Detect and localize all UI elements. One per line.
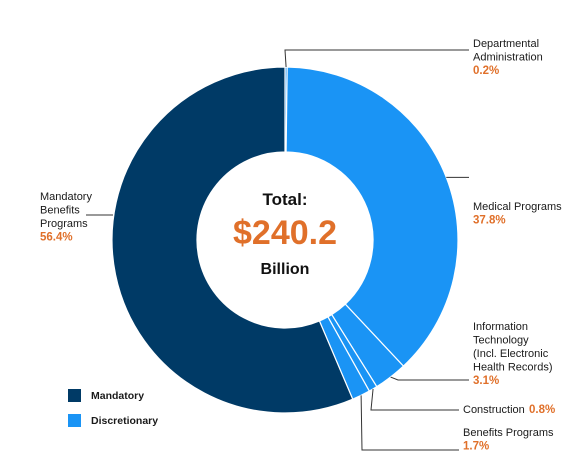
leader-lines [86, 49, 469, 451]
slice-label-information-technology-incl-electronic-health-records: Information Technology (Incl. Electronic He… [473, 321, 552, 374]
slice-mandatory-benefits-programs [111, 66, 354, 414]
slice-label-medical-programs: Medical Programs [473, 201, 562, 213]
center-total-label: Total: [262, 190, 307, 209]
slice-percent-mandatory-benefits-programs: 56.4% [40, 232, 73, 244]
center-total-value: $240.2 [233, 214, 337, 252]
donut-slices [111, 66, 459, 414]
leader-line-departmental-administration [284, 49, 469, 68]
slice-label-construction: Construction [463, 404, 525, 416]
leader-line-construction [370, 388, 459, 411]
slice-percent-construction: 0.8% [529, 404, 555, 416]
slice-percent-information-technology-incl-electronic-health-records: 3.1% [473, 375, 499, 387]
center-total-unit: Billion [261, 261, 310, 278]
legend-label-discretionary: Discretionary [91, 415, 158, 427]
slice-percent-departmental-administration: 0.2% [473, 65, 499, 77]
legend-swatch-mandatory [68, 389, 81, 402]
slice-label-benefits-programs: Benefits Programs [463, 427, 554, 439]
leader-line-benefits-programs [360, 395, 459, 451]
leader-line-information-technology-incl-electronic-health-records [390, 376, 469, 381]
slice-label-mandatory-benefits-programs: Mandatory Benefits Programs [40, 191, 92, 230]
center-label: Total: $240.2 Billion [233, 190, 337, 278]
legend-swatch-discretionary [68, 414, 81, 427]
slice-medical-programs [285, 66, 459, 367]
slice-percent-medical-programs: 37.8% [473, 215, 506, 227]
slice-label-departmental-administration: Departmental Administration [473, 38, 543, 64]
legend: Mandatory Discretionary [68, 389, 158, 427]
slice-percent-benefits-programs: 1.7% [463, 441, 489, 453]
legend-label-mandatory: Mandatory [91, 390, 144, 402]
